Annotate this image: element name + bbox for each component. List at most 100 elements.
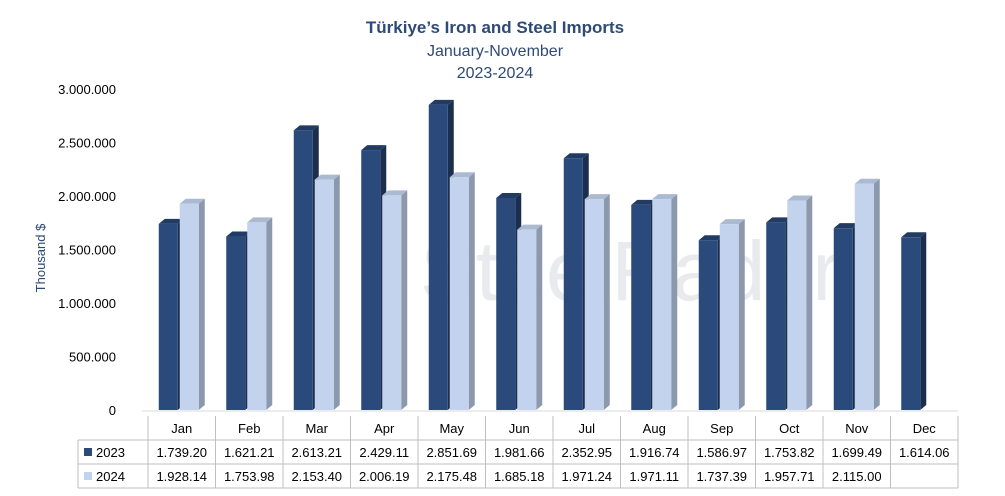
x-tick-label: Oct bbox=[779, 421, 800, 436]
bar-top bbox=[449, 172, 475, 178]
data-label-2023-apr: 2.429.11 bbox=[359, 445, 409, 460]
data-label-2024-sep: 1.737.39 bbox=[696, 469, 747, 484]
chart-subtitle: January-November bbox=[427, 43, 564, 60]
bar-front bbox=[787, 200, 807, 410]
legend-swatch-2023 bbox=[84, 448, 92, 456]
bar-front bbox=[584, 199, 604, 410]
bar-front bbox=[698, 240, 718, 410]
y-axis-label: Thousand $ bbox=[33, 223, 48, 292]
legend-swatch-2024 bbox=[84, 472, 92, 480]
data-label-2023-aug: 1.916.74 bbox=[629, 445, 680, 460]
data-label-2023-dec: 1.614.06 bbox=[899, 445, 950, 460]
y-tick-label: 0 bbox=[109, 403, 116, 418]
bar-2024-mar bbox=[314, 174, 340, 410]
bar-2024-oct bbox=[787, 195, 813, 410]
bar-front bbox=[179, 203, 199, 410]
y-tick-label: 3.000.000 bbox=[58, 82, 116, 97]
y-axis-ticks: 0 500.000 1.000.000 1.500.000 2.000.000 2.500… bbox=[58, 82, 116, 418]
bar-top bbox=[563, 153, 589, 159]
bar-front bbox=[563, 158, 583, 410]
bar-2024-apr bbox=[382, 190, 408, 410]
data-label-2024-nov: 2.115.00 bbox=[832, 469, 882, 484]
y-tick-label: 1.500.000 bbox=[58, 243, 116, 258]
bar-top bbox=[584, 194, 610, 200]
x-tick-label: Dec bbox=[913, 421, 937, 436]
bar-front bbox=[428, 104, 448, 410]
bar-front bbox=[766, 222, 786, 410]
bar-top bbox=[766, 217, 792, 223]
bar-top bbox=[854, 178, 880, 184]
bar-2024-jan bbox=[179, 198, 205, 410]
data-label-2024-oct: 1.957.71 bbox=[764, 469, 815, 484]
bar-top bbox=[382, 190, 408, 196]
data-label-2024-jul: 1.971.24 bbox=[561, 469, 612, 484]
y-tick-label: 2.500.000 bbox=[58, 136, 116, 151]
bar-front bbox=[247, 222, 267, 410]
bar-top bbox=[247, 217, 273, 223]
bar-top bbox=[719, 219, 745, 225]
x-tick-label: Apr bbox=[374, 421, 395, 436]
bar-front bbox=[382, 195, 402, 410]
bar-front bbox=[854, 183, 874, 410]
bar-top bbox=[496, 192, 522, 198]
x-tick-label: Nov bbox=[845, 421, 869, 436]
bar-side bbox=[468, 172, 475, 410]
y-tick-label: 2.000.000 bbox=[58, 189, 116, 204]
data-label-2023-feb: 1.621.21 bbox=[224, 445, 275, 460]
data-label-2024-may: 2.175.48 bbox=[426, 469, 477, 484]
bar-side bbox=[603, 194, 610, 410]
x-tick-label: Jan bbox=[171, 421, 192, 436]
data-label-2024-mar: 2.153.40 bbox=[291, 469, 342, 484]
bar-2024-jun bbox=[517, 224, 543, 410]
data-label-2023-may: 2.851.69 bbox=[426, 445, 477, 460]
bar-front bbox=[314, 179, 334, 410]
bar-2024-sep bbox=[719, 219, 745, 410]
data-table: Jan Feb Mar Apr May Jun Jul Aug Sep Oct Nov Dec 2023… bbox=[77, 416, 959, 489]
bar-top bbox=[293, 125, 319, 131]
data-label-2023-mar: 2.613.21 bbox=[291, 445, 342, 460]
x-tick-label: Jun bbox=[509, 421, 530, 436]
data-label-2023-sep: 1.586.97 bbox=[696, 445, 747, 460]
bar-top bbox=[314, 174, 340, 180]
bar-front bbox=[652, 199, 672, 410]
bars bbox=[142, 99, 958, 412]
bar-front bbox=[631, 204, 651, 410]
bar-top bbox=[901, 232, 927, 238]
bar-side bbox=[266, 217, 273, 410]
x-tick-label: Mar bbox=[306, 421, 329, 436]
bar-top bbox=[226, 231, 252, 237]
data-label-2023-jul: 2.352.95 bbox=[561, 445, 612, 460]
x-tick-label: May bbox=[439, 421, 464, 436]
data-label-2024-aug: 1.971.11 bbox=[629, 469, 679, 484]
legend-label-2023: 2023 bbox=[96, 445, 125, 460]
bar-side bbox=[738, 219, 745, 410]
bar-front bbox=[901, 237, 921, 410]
bar-2024-may bbox=[449, 172, 475, 410]
bar-top bbox=[787, 195, 813, 201]
bar-front bbox=[833, 228, 853, 410]
bar-top bbox=[428, 99, 454, 105]
data-label-2024-apr: 2.006.19 bbox=[359, 469, 410, 484]
bar-front bbox=[361, 150, 381, 410]
bar-front bbox=[449, 177, 469, 410]
bar-front bbox=[226, 236, 246, 410]
bar-side bbox=[333, 174, 340, 410]
data-label-2024-jan: 1.928.14 bbox=[156, 469, 207, 484]
bar-top bbox=[833, 223, 859, 229]
bar-top bbox=[179, 198, 205, 204]
data-label-2023-jan: 1.739.20 bbox=[156, 445, 207, 460]
bar-side bbox=[536, 224, 543, 410]
bar-side bbox=[873, 178, 880, 410]
x-tick-label: Jul bbox=[578, 421, 595, 436]
bar-top bbox=[517, 224, 543, 230]
bar-2024-nov bbox=[854, 178, 880, 410]
bar-top bbox=[158, 218, 184, 224]
bar-top bbox=[698, 235, 724, 241]
bar-side bbox=[920, 232, 927, 410]
bar-front bbox=[517, 229, 537, 410]
bar-front bbox=[496, 197, 516, 410]
bar-top bbox=[631, 199, 657, 205]
data-label-2023-jun: 1.981.66 bbox=[494, 445, 545, 460]
